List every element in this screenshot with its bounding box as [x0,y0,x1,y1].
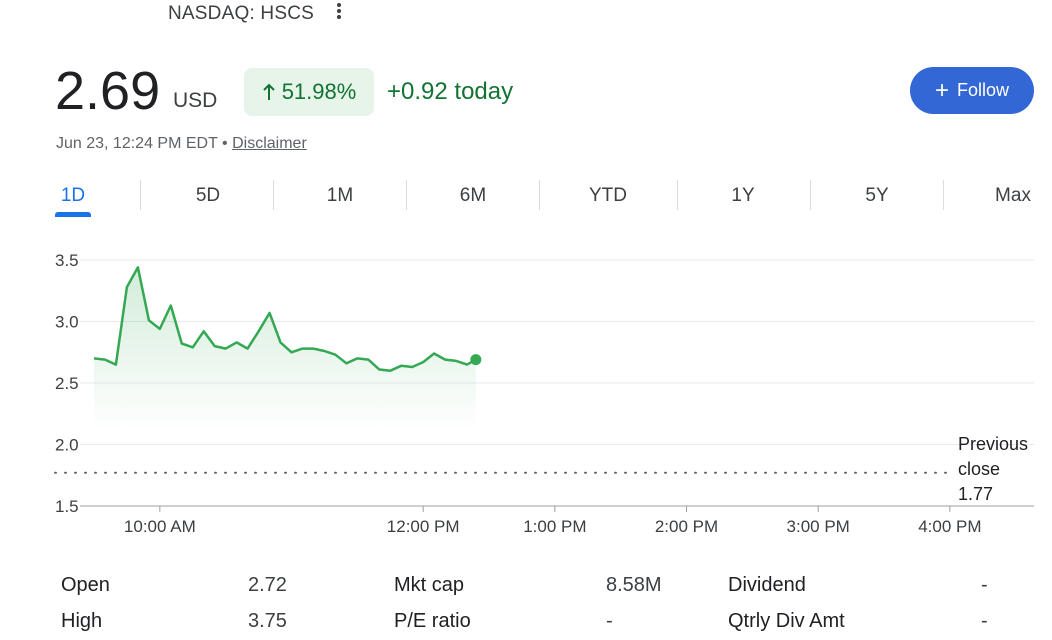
timestamp-row: Jun 23, 12:24 PM EDT • Disclaimer [56,135,307,153]
price-area [94,267,476,430]
stat-label-high: High [61,610,103,632]
separator: • [222,135,228,152]
tab-5y[interactable]: 5Y [865,185,889,206]
timestamp: Jun 23, 12:24 PM EDT [56,135,218,152]
previous-close-label: 1.77 [958,484,993,504]
y-tick-label: 3.0 [55,313,79,332]
time-range-tabs: 1D 5D 1M 6M YTD 1Y 5Y Max [40,176,1052,220]
x-tick-label: 1:00 PM [523,517,586,536]
price-line [93,266,477,372]
y-tick-label: 1.5 [55,497,79,516]
x-tick-label: 3:00 PM [787,517,850,536]
stat-value-dividend: - [981,574,988,596]
x-tick-label: 4:00 PM [918,517,981,536]
change-today: +0.92 today [387,78,514,105]
percent-change-badge: 51.98% [244,68,374,116]
y-tick-label: 2.0 [55,436,79,455]
arrow-up-icon [262,83,275,100]
stat-value-qtrly-div-amt: - [981,610,988,632]
tab-6m[interactable]: 6M [459,185,487,206]
tab-1y[interactable]: 1Y [731,185,755,206]
stat-value-open: 2.72 [248,574,287,596]
stat-label-dividend: Dividend [728,574,806,596]
follow-label: Follow [957,80,1010,100]
plus-icon: + [934,76,949,104]
x-tick-label: 2:00 PM [655,517,718,536]
y-tick-label: 3.5 [55,251,79,270]
stats-table: Open 2.72 High 3.75 Mkt cap 8.58M P/E ra… [0,566,1052,640]
disclaimer-link[interactable]: Disclaimer [232,135,307,152]
stat-label-pe-ratio: P/E ratio [394,610,471,632]
tab-ytd[interactable]: YTD [589,185,627,206]
x-tick-label: 12:00 PM [387,517,460,536]
tab-5d[interactable]: 5D [195,185,221,206]
active-tab-indicator [55,212,91,217]
currency-label: USD [173,89,218,112]
y-tick-label: 2.5 [55,374,79,393]
ticker-symbol: NASDAQ: HSCS [168,3,314,24]
tab-1d[interactable]: 1D [60,185,86,206]
current-price-marker [470,354,482,366]
more-options-icon[interactable] [330,1,348,21]
stat-label-open: Open [61,574,110,596]
stat-value-high: 3.75 [248,610,287,632]
x-tick-label: 10:00 AM [124,517,196,536]
tab-1m[interactable]: 1M [326,185,354,206]
tab-max[interactable]: Max [995,185,1031,206]
stat-value-mkt-cap: 8.58M [606,574,662,596]
ticker-header: NASDAQ: HSCS [168,2,314,26]
stat-label-mkt-cap: Mkt cap [394,574,465,596]
price-chart[interactable]: 3.5 3.0 2.5 2.0 1.5 10:00 AM 12:00 PM 1:00 PM 2:… [0,230,1052,540]
previous-close-label: close [958,459,1000,479]
percent-change-value: 51.98% [281,79,357,104]
stat-label-qtrly-div-amt: Qtrly Div Amt [728,610,845,632]
stat-value-pe-ratio: - [606,610,613,632]
current-price: 2.69 [55,61,161,121]
previous-close-label: Previous [958,434,1028,454]
follow-button[interactable]: + Follow [910,67,1034,114]
